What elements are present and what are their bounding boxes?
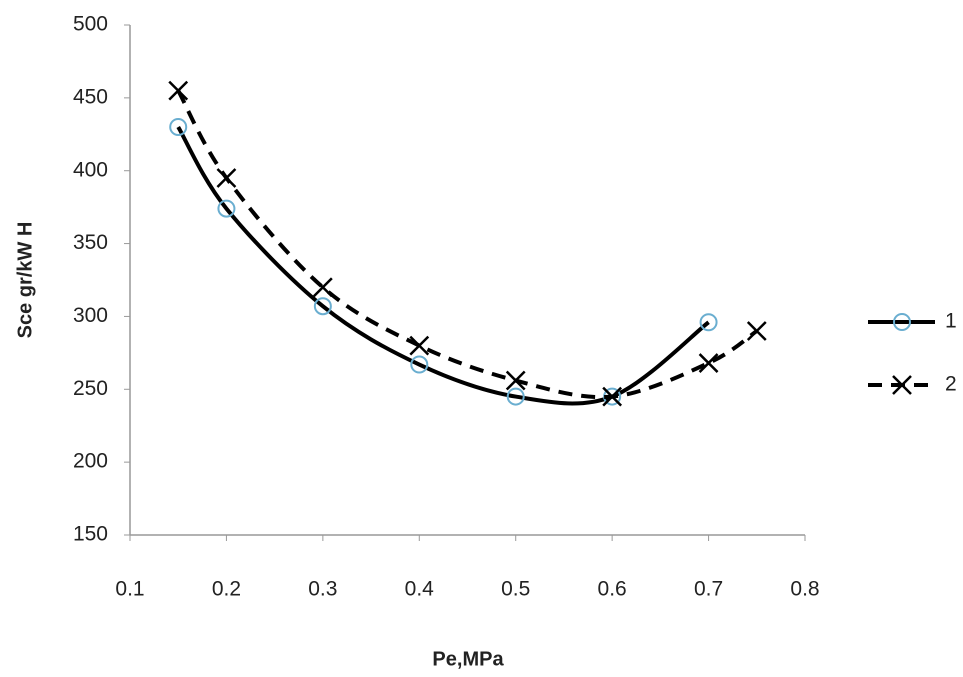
x-tick-label: 0.8 — [790, 578, 819, 601]
x-tick-label: 0.2 — [212, 578, 241, 601]
x-tick-label: 0.7 — [694, 578, 723, 601]
marker — [746, 321, 767, 341]
marker — [698, 353, 719, 373]
series-line — [176, 89, 758, 400]
legend-label: 2 — [945, 373, 957, 396]
y-tick-label: 150 — [73, 523, 108, 546]
x-tick-label: 0.3 — [308, 578, 337, 601]
y-tick-label: 250 — [73, 377, 108, 400]
marker — [313, 297, 332, 316]
marker — [410, 355, 429, 374]
x-tick-label: 0.6 — [598, 578, 627, 601]
y-tick-label: 400 — [73, 158, 108, 181]
marker — [312, 277, 333, 298]
marker — [699, 313, 718, 332]
y-axis-label: Sce gr/kW H — [14, 222, 36, 339]
marker — [169, 118, 188, 136]
legend-label: 1 — [945, 310, 957, 333]
legend-marker — [892, 375, 912, 395]
series-line — [176, 125, 710, 406]
y-tick-label: 350 — [73, 231, 108, 254]
y-tick-label: 500 — [73, 13, 108, 36]
marker — [409, 335, 430, 356]
marker — [216, 168, 237, 188]
marker — [505, 370, 526, 391]
legend-marker — [893, 313, 911, 331]
marker — [168, 80, 189, 101]
y-tick-label: 450 — [73, 85, 108, 108]
y-tick-label: 200 — [73, 450, 108, 473]
marker — [217, 199, 236, 218]
marker — [506, 387, 525, 406]
x-tick-label: 0.5 — [501, 578, 530, 601]
marker — [602, 386, 623, 407]
x-tick-label: 0.4 — [405, 578, 435, 601]
x-axis-label: Pe,MPa — [432, 648, 504, 670]
y-tick-label: 300 — [73, 304, 108, 327]
x-tick-label: 0.1 — [115, 578, 144, 601]
